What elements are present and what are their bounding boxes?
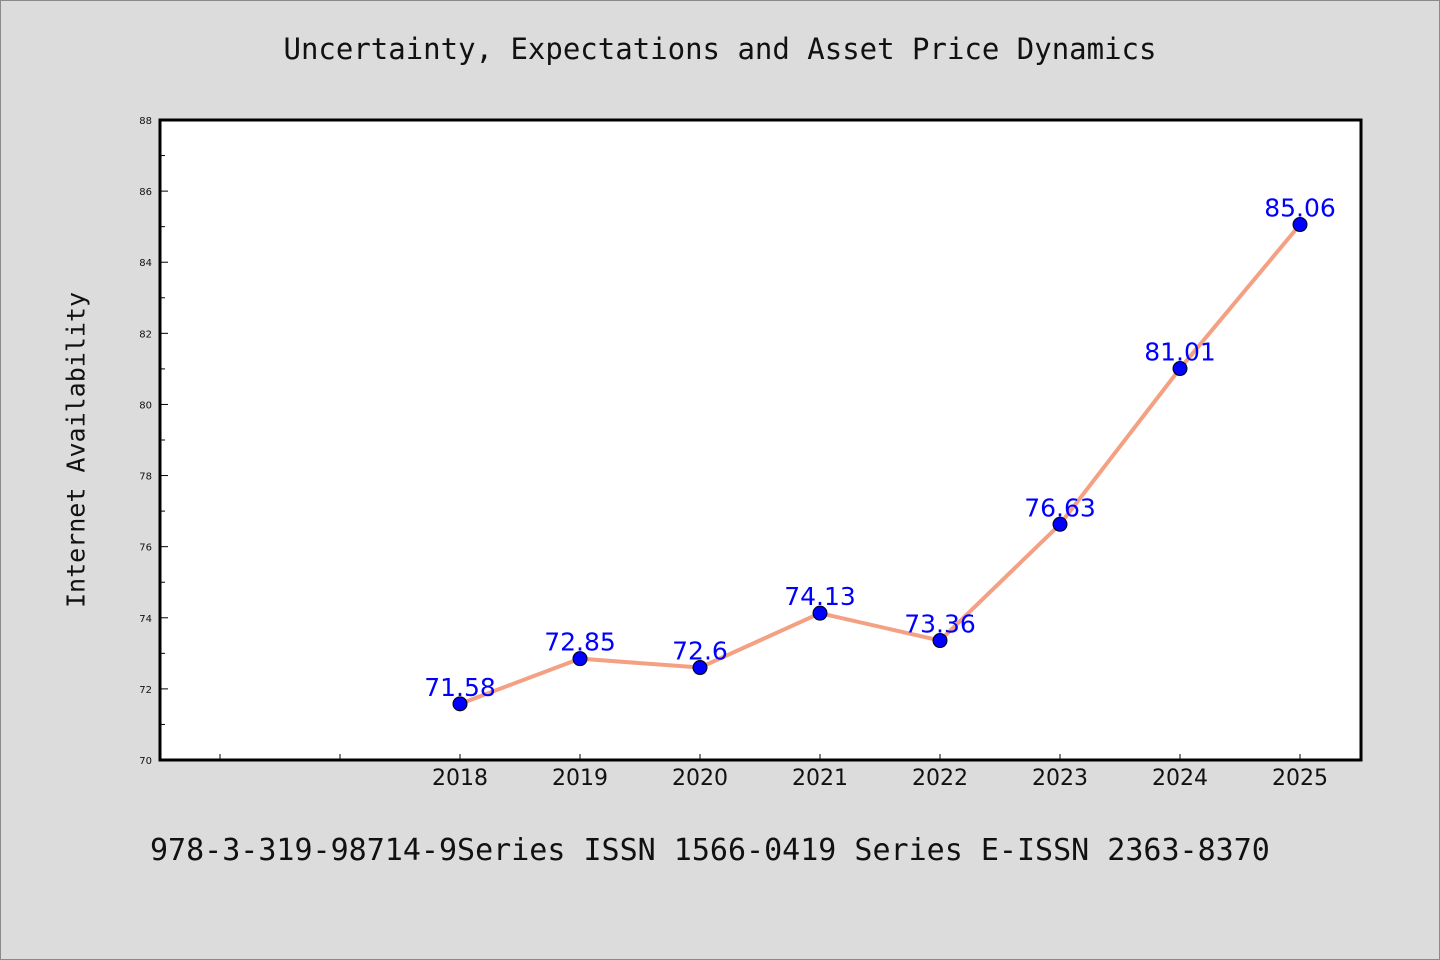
x-tick-label: 2025: [1272, 766, 1328, 791]
data-point: [452, 696, 468, 712]
data-label: 73.36: [904, 610, 976, 639]
data-label: 81.01: [1144, 338, 1216, 367]
data-label: 72.85: [544, 628, 616, 657]
x-tick-label: 2024: [1152, 766, 1208, 791]
y-tick-label: 72: [139, 685, 152, 696]
data-point: [932, 633, 948, 649]
x-tick-label: 2018: [432, 766, 488, 791]
x-tick-label: 2023: [1032, 766, 1088, 791]
data-label: 72.6: [672, 637, 728, 666]
data-label: 85.06: [1264, 194, 1336, 223]
x-tick-label: 2021: [792, 766, 848, 791]
series-line: [459, 223, 1302, 706]
data-point: [812, 605, 828, 621]
chart-title: Uncertainty, Expectations and Asset Pric…: [283, 32, 1157, 66]
plot-area: [158, 118, 1363, 762]
x-tick-label: 2022: [912, 766, 968, 791]
data-label: 76.63: [1024, 493, 1096, 522]
data-point: [1172, 361, 1188, 377]
data-label: 74.13: [784, 582, 856, 611]
data-point: [572, 651, 588, 667]
data-point: [1292, 217, 1308, 233]
y-tick-label: 70: [139, 756, 152, 767]
y-tick-label: 86: [139, 187, 152, 198]
data-point: [692, 660, 708, 676]
data-point: [1052, 516, 1068, 532]
footer-isbn-text: 978-3-319-98714-9Series ISSN 1566-0419 S…: [150, 833, 1270, 868]
x-tick-label: 2020: [672, 766, 728, 791]
y-tick-label: 84: [139, 258, 152, 269]
y-tick-label: 82: [139, 329, 152, 340]
y-tick-label: 78: [139, 472, 152, 483]
y-tick-label: 88: [139, 116, 152, 127]
y-tick-label: 74: [139, 614, 152, 625]
y-tick-label: 76: [139, 543, 152, 554]
x-tick-label: 2019: [552, 766, 608, 791]
y-tick-label: 80: [139, 400, 152, 411]
data-label: 71.58: [424, 673, 496, 702]
